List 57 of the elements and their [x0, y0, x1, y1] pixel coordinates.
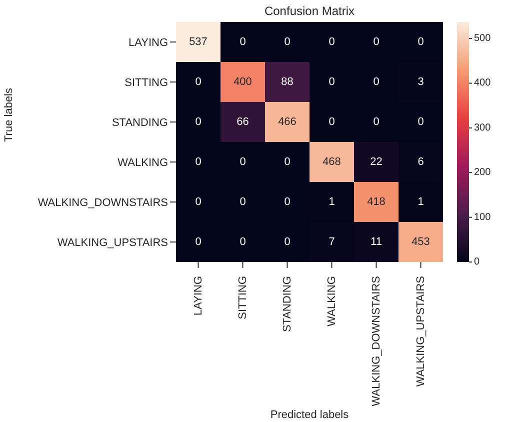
x-tick-label: SITTING: [236, 276, 249, 320]
data-label: 66: [236, 116, 249, 128]
y-tick-label: LAYING: [128, 36, 168, 49]
data-label: 1: [418, 196, 424, 208]
data-label: 0: [328, 116, 335, 128]
data-label: 0: [418, 116, 424, 128]
y-tick-label: WALKING: [118, 156, 168, 169]
color-bar-label: 300: [474, 122, 492, 134]
data-label: 0: [195, 196, 202, 208]
data-label: 0: [240, 156, 246, 168]
data-label: 0: [240, 236, 246, 248]
data-label: 6: [418, 156, 424, 168]
data-label: 0: [284, 236, 290, 248]
data-label: 0: [195, 116, 202, 128]
color-bar-label: 200: [474, 167, 492, 178]
y-tick-label: WALKING_UPSTAIRS: [57, 236, 168, 249]
x-tick-label: LAYING: [192, 276, 204, 316]
x-tick-label: STANDING: [281, 276, 294, 332]
data-label: 0: [328, 36, 335, 48]
color-bar-label: 400: [474, 78, 492, 89]
data-label: 0: [284, 196, 290, 208]
data-label: 0: [373, 76, 380, 88]
data-label: 0: [195, 156, 202, 168]
x-axis-title: Predicted labels: [270, 409, 350, 421]
color-bar-label: 0: [474, 256, 480, 268]
data-label: 22: [370, 156, 382, 168]
data-label: 0: [240, 196, 246, 208]
data-label: 0: [195, 236, 202, 248]
data-label: 0: [195, 76, 202, 88]
y-axis-title: True labels: [2, 87, 15, 142]
data-label: 0: [373, 116, 380, 128]
data-label: 537: [189, 36, 208, 48]
data-label: 400: [234, 76, 252, 88]
data-label: 468: [322, 156, 341, 168]
color-bar-label: 100: [474, 212, 492, 223]
chart-title: Confusion Matrix: [264, 4, 355, 18]
data-label: 466: [278, 116, 296, 128]
y-tick-label: SITTING: [124, 76, 168, 89]
data-label: 3: [418, 76, 424, 88]
color-bar-label: 500: [474, 33, 492, 44]
data-label: 0: [373, 36, 380, 48]
data-label: 0: [418, 36, 424, 48]
data-label: 7: [328, 236, 335, 248]
x-tick-label: WALKING_DOWNSTAIRS: [370, 276, 382, 406]
data-label: 0: [284, 36, 290, 48]
data-label: 88: [281, 76, 294, 88]
data-label: 0: [284, 156, 290, 168]
data-label: 418: [367, 196, 386, 208]
y-tick-label: STANDING: [112, 116, 168, 129]
data-label: 453: [412, 236, 430, 248]
data-label: 0: [240, 36, 246, 48]
data-label: 11: [370, 236, 382, 248]
y-tick-label: WALKING_DOWNSTAIRS: [38, 196, 168, 209]
data-label: 1: [328, 196, 335, 208]
x-tick-label: WALKING: [326, 276, 338, 326]
x-tick-label: WALKING_UPSTAIRS: [414, 276, 427, 387]
data-label: 0: [328, 76, 335, 88]
